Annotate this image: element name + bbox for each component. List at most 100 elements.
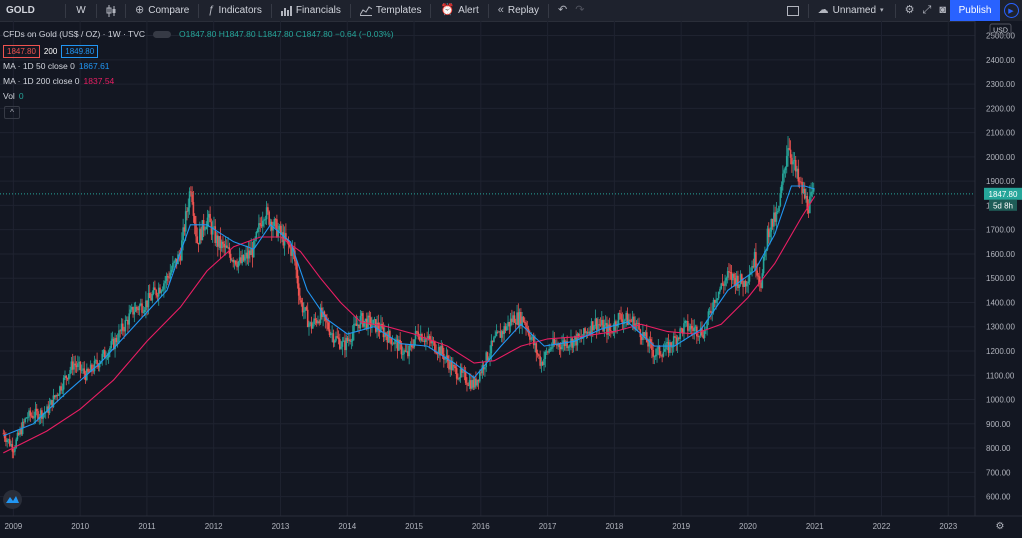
candle-body <box>796 168 798 172</box>
fullscreen-button[interactable]: ⤢ <box>919 0 936 21</box>
candle-body <box>301 302 304 313</box>
candle-body <box>811 191 814 193</box>
tradingview-logo[interactable] <box>3 490 22 509</box>
fullscreen-layout-button[interactable] <box>783 0 803 21</box>
candle-body <box>694 326 697 328</box>
candle-body <box>105 357 107 359</box>
candle-body <box>676 337 679 345</box>
candle-body <box>288 244 291 247</box>
symbol-search[interactable]: GOLD <box>0 0 60 21</box>
candle-body <box>168 277 170 279</box>
time-axis[interactable]: 2009 2010 2011 2012 2013 2014 2015 2016 2017 2018… <box>0 515 1022 538</box>
candle-body <box>66 378 69 380</box>
replay-button[interactable]: «Replay <box>494 0 543 21</box>
ma50-value: 1867.61 <box>78 61 110 71</box>
candle-body <box>806 195 809 211</box>
candle-body <box>548 348 550 353</box>
financials-button[interactable]: Financials <box>277 0 345 21</box>
candle-body <box>500 331 503 338</box>
snapshot-button[interactable]: ◙ <box>935 0 950 21</box>
layout-name-button[interactable]: ☁ Unnamed ▾ <box>814 0 890 21</box>
price-tick-label: 900.00 <box>986 420 1011 429</box>
candle-body <box>346 337 349 341</box>
candle-body <box>196 236 199 243</box>
candle-body <box>145 300 147 310</box>
candle-body <box>583 328 585 338</box>
time-tick-label: 2010 <box>71 522 89 531</box>
candle-body <box>529 334 531 340</box>
candle-body <box>290 246 292 256</box>
candle-body <box>272 226 274 231</box>
symbol-title[interactable]: CFDs on Gold (US$ / OZ) · 1W · TVC <box>3 29 146 39</box>
candle-body <box>213 226 215 228</box>
compare-button[interactable]: ⊕ Compare <box>131 0 193 21</box>
settings-button[interactable]: ⚙ <box>901 0 919 21</box>
templates-button[interactable]: Templates <box>356 0 426 21</box>
candle-body <box>265 207 268 220</box>
candle-body <box>764 250 766 257</box>
chart-type-button[interactable] <box>102 0 120 21</box>
candle-body <box>798 181 801 183</box>
candle-body <box>41 410 43 419</box>
play-button[interactable]: ▶ <box>1000 0 1022 21</box>
candle-body <box>703 330 706 338</box>
candle-body <box>457 378 459 380</box>
candle-body <box>237 261 240 268</box>
candle-body <box>115 337 118 343</box>
candle-body <box>33 417 35 419</box>
replay-label: Replay <box>507 5 539 16</box>
candle-body <box>277 229 279 237</box>
candle-body <box>155 290 157 296</box>
price-tick-label: 2200.00 <box>986 104 1015 113</box>
candle-body <box>439 347 441 356</box>
candle-body <box>201 220 204 241</box>
price-chart[interactable]: 2500.00 2400.00 2300.00 2200.00 2100.00 2000.… <box>0 21 1022 538</box>
candle-body <box>526 327 529 329</box>
candle-body <box>318 321 321 324</box>
eye-icon[interactable] <box>153 31 172 38</box>
candle-body <box>254 239 256 241</box>
candle-body <box>10 444 12 446</box>
alarm-clock-icon: ⏰ <box>440 4 455 16</box>
publish-button[interactable]: Publish <box>950 0 1000 21</box>
candle-body <box>778 205 780 212</box>
ma50-label[interactable]: MA · 1D 50 close 0 <box>3 61 75 71</box>
alert-button[interactable]: ⏰ Alert <box>436 0 482 21</box>
candle-body <box>134 306 137 312</box>
indicators-button[interactable]: ƒ Indicators <box>204 0 265 21</box>
top-toolbar: GOLD W ⊕ Compare ƒ Indicators Financials T… <box>0 0 1022 22</box>
candle-body <box>661 355 663 357</box>
candle-body <box>143 309 146 312</box>
volume-legend: Vol 0 <box>3 89 394 104</box>
ma200-label[interactable]: MA · 1D 200 close 0 <box>3 76 80 86</box>
candle-body <box>161 289 164 291</box>
axis-settings-gear-icon[interactable]: ⚙ <box>996 521 1005 532</box>
interval-button[interactable]: W <box>71 0 91 21</box>
candle-body <box>800 181 802 183</box>
candle-body <box>353 323 355 333</box>
candle-body <box>538 354 540 357</box>
collapse-legend-button[interactable]: ^ <box>4 106 20 119</box>
vol-label[interactable]: Vol <box>3 91 15 101</box>
candle-body <box>625 312 627 320</box>
candle-body <box>482 365 485 370</box>
time-tick-label: 2022 <box>873 522 891 531</box>
currency-badge[interactable]: USD <box>989 23 1012 36</box>
last-price-badge[interactable]: 1847.80 <box>984 187 1022 200</box>
candle-body <box>57 394 60 396</box>
candle-body <box>245 252 247 257</box>
candle-body <box>725 277 728 281</box>
redo-button[interactable]: ↷ <box>571 0 588 21</box>
candle-body <box>688 329 690 331</box>
candle-body <box>494 336 497 338</box>
candle-body <box>183 227 186 232</box>
candle-body <box>441 345 444 354</box>
ask-price[interactable]: 1849.80 <box>61 45 99 58</box>
bid-price[interactable]: 1847.80 <box>3 45 40 58</box>
undo-button[interactable]: ↶ <box>554 0 571 21</box>
candle-body <box>146 300 148 308</box>
candle-body <box>536 352 539 355</box>
price-axis[interactable]: 2500.00 2400.00 2300.00 2200.00 2100.00 2000.… <box>974 21 1022 538</box>
candle-body <box>319 307 322 324</box>
candle-body <box>250 248 252 256</box>
